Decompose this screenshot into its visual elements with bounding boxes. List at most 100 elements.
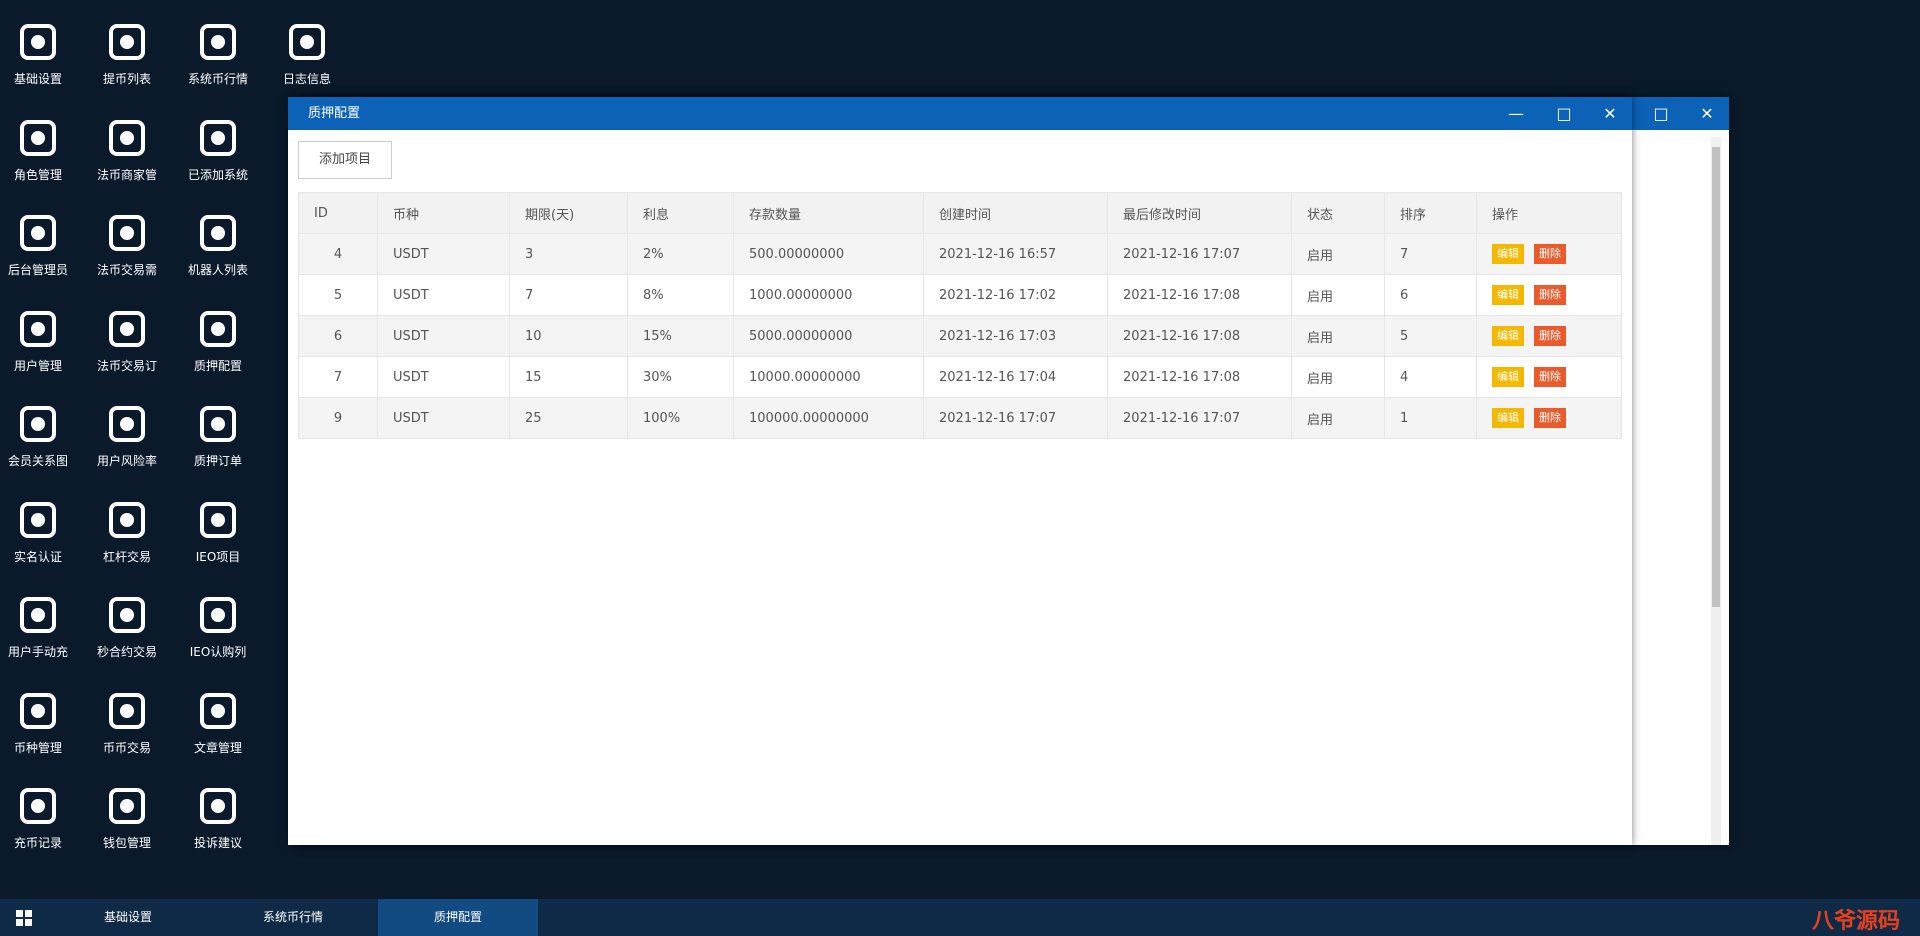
- cell: 2021-12-16 17:07: [1107, 397, 1292, 439]
- cell: USDT: [377, 315, 510, 357]
- minimize[interactable]: —: [1508, 104, 1524, 123]
- icon-glyph: [109, 597, 145, 633]
- add-button[interactable]: 添加项目: [298, 141, 392, 179]
- window: 质押配置 — □ ✕ 添加项目 ID 币种 期限(天) 利息 存款数量 创建时间 最后修改时…: [288, 97, 1632, 845]
- desktop-icon[interactable]: 用户手动充: [0, 593, 83, 660]
- icon-label: 文章管理: [193, 740, 242, 755]
- desktop-icon[interactable]: 币种管理: [0, 689, 83, 756]
- start-button[interactable]: [16, 910, 32, 926]
- desktop-icon[interactable]: 会员关系图: [0, 402, 83, 469]
- icon-glyph: [20, 119, 56, 156]
- actions: 编辑 删除: [1476, 356, 1622, 398]
- icon-glyph: [20, 24, 56, 60]
- desktop-icon[interactable]: 法币交易需: [82, 211, 172, 278]
- cell: 9: [298, 397, 378, 439]
- taskbar-tab[interactable]: 质押配置: [378, 899, 538, 936]
- icon-glyph: [200, 692, 236, 729]
- icon-label: 后台管理员: [7, 263, 68, 277]
- icon-glyph: [109, 310, 145, 347]
- scrollbar[interactable]: [1711, 137, 1721, 845]
- icon-glyph: [109, 215, 145, 251]
- desktop-icon[interactable]: 机器人列表: [173, 211, 263, 278]
- icon-label: 会员关系图: [7, 454, 68, 468]
- maximize[interactable]: □: [1653, 104, 1669, 123]
- cell: 启用: [1291, 274, 1385, 316]
- cell: 6: [1384, 274, 1477, 316]
- icon-label: 质押配置: [193, 358, 242, 373]
- delete-button[interactable]: 删除: [1534, 244, 1566, 264]
- icon-label: 用户风险率: [96, 454, 157, 468]
- icon-label: IEO项目: [195, 549, 241, 564]
- desktop-icon[interactable]: 文章管理: [173, 689, 263, 756]
- cell: 2021-12-16 17:08: [1107, 274, 1292, 316]
- desktop-icon[interactable]: 实名认证: [0, 498, 83, 565]
- cell: 25: [509, 397, 628, 439]
- icon-label: 钱包管理: [102, 836, 151, 850]
- desktop-icon[interactable]: 质押配置: [173, 307, 263, 374]
- desktop-icon[interactable]: 币币交易: [82, 689, 172, 756]
- desktop-icon[interactable]: 系统币行情: [173, 20, 263, 87]
- icon-label: 角色管理: [13, 167, 62, 182]
- desktop-icon[interactable]: 秒合约交易: [82, 593, 172, 660]
- desktop-icon[interactable]: 已添加系统: [173, 116, 263, 183]
- header-cell: 状态: [1291, 192, 1385, 234]
- header-cell: 利息: [627, 192, 734, 234]
- desktop-icon[interactable]: 后台管理员: [0, 211, 83, 278]
- desktop-icon[interactable]: IEO项目: [173, 498, 263, 565]
- desktop-icon[interactable]: 用户管理: [0, 307, 83, 374]
- cell: 2021-12-16 16:57: [923, 233, 1108, 275]
- cell: USDT: [377, 274, 510, 316]
- cell: 3: [509, 233, 628, 275]
- edit-button[interactable]: 编辑: [1492, 326, 1524, 346]
- edit-button[interactable]: 编辑: [1492, 244, 1524, 264]
- delete-button[interactable]: 删除: [1534, 285, 1566, 305]
- desktop-icon[interactable]: 法币商家管: [82, 116, 172, 183]
- delete-button[interactable]: 删除: [1534, 408, 1566, 428]
- desktop-icon[interactable]: 钱包管理: [82, 784, 172, 851]
- cell: 5: [1384, 315, 1477, 357]
- close[interactable]: ✕: [1700, 104, 1714, 123]
- desktop-icon[interactable]: 用户风险率: [82, 402, 172, 469]
- desktop-icon[interactable]: 基础设置: [0, 20, 83, 87]
- icon-glyph: [109, 24, 145, 60]
- edit-button[interactable]: 编辑: [1492, 367, 1524, 387]
- delete-button[interactable]: 删除: [1534, 326, 1566, 346]
- cell: 5000.00000000: [733, 315, 924, 357]
- close[interactable]: ✕: [1603, 104, 1617, 123]
- cell: 启用: [1291, 356, 1385, 398]
- icon-label: IEO认购列: [189, 645, 247, 659]
- window-title: 质押配置: [308, 106, 361, 121]
- header-cell: 期限(天): [509, 192, 628, 234]
- desktop-icon[interactable]: 日志信息: [262, 20, 352, 87]
- icon-glyph: [200, 501, 236, 538]
- icon-glyph: [200, 215, 236, 251]
- maximize[interactable]: □: [1556, 104, 1572, 123]
- desktop-icon[interactable]: IEO认购列: [173, 593, 263, 660]
- taskbar-tab[interactable]: 系统币行情: [262, 910, 323, 924]
- cell: 100000.00000000: [733, 397, 924, 439]
- cell: 4: [1384, 356, 1477, 398]
- desktop-icon[interactable]: 法币交易订: [82, 307, 172, 374]
- desktop-icon[interactable]: 投诉建议: [173, 784, 263, 851]
- icon-label: 法币商家管: [96, 167, 157, 182]
- desktop-icon[interactable]: 杠杆交易: [82, 498, 172, 565]
- edit-button[interactable]: 编辑: [1492, 408, 1524, 428]
- icon-glyph: [289, 24, 325, 60]
- cell: 2021-12-16 17:08: [1107, 356, 1292, 398]
- icon-glyph: [200, 406, 236, 442]
- desktop-icon[interactable]: 提币列表: [82, 20, 172, 87]
- cell: 2021-12-16 17:07: [1107, 233, 1292, 275]
- edit-button[interactable]: 编辑: [1492, 285, 1524, 305]
- cell: 2%: [627, 233, 734, 275]
- desktop-icon[interactable]: 充币记录: [0, 784, 83, 851]
- taskbar-tab[interactable]: 基础设置: [103, 910, 152, 924]
- desktop-icon[interactable]: 角色管理: [0, 116, 83, 183]
- cell: 7: [509, 274, 628, 316]
- icon-glyph: [20, 692, 56, 729]
- cell: 6: [298, 315, 378, 357]
- delete-button[interactable]: 删除: [1534, 367, 1566, 387]
- desktop-icon[interactable]: 质押订单: [173, 402, 263, 469]
- taskbar: 八爷源码 基础设置 系统币行情 质押配置: [0, 899, 1920, 936]
- icon-label: 币币交易: [102, 740, 151, 755]
